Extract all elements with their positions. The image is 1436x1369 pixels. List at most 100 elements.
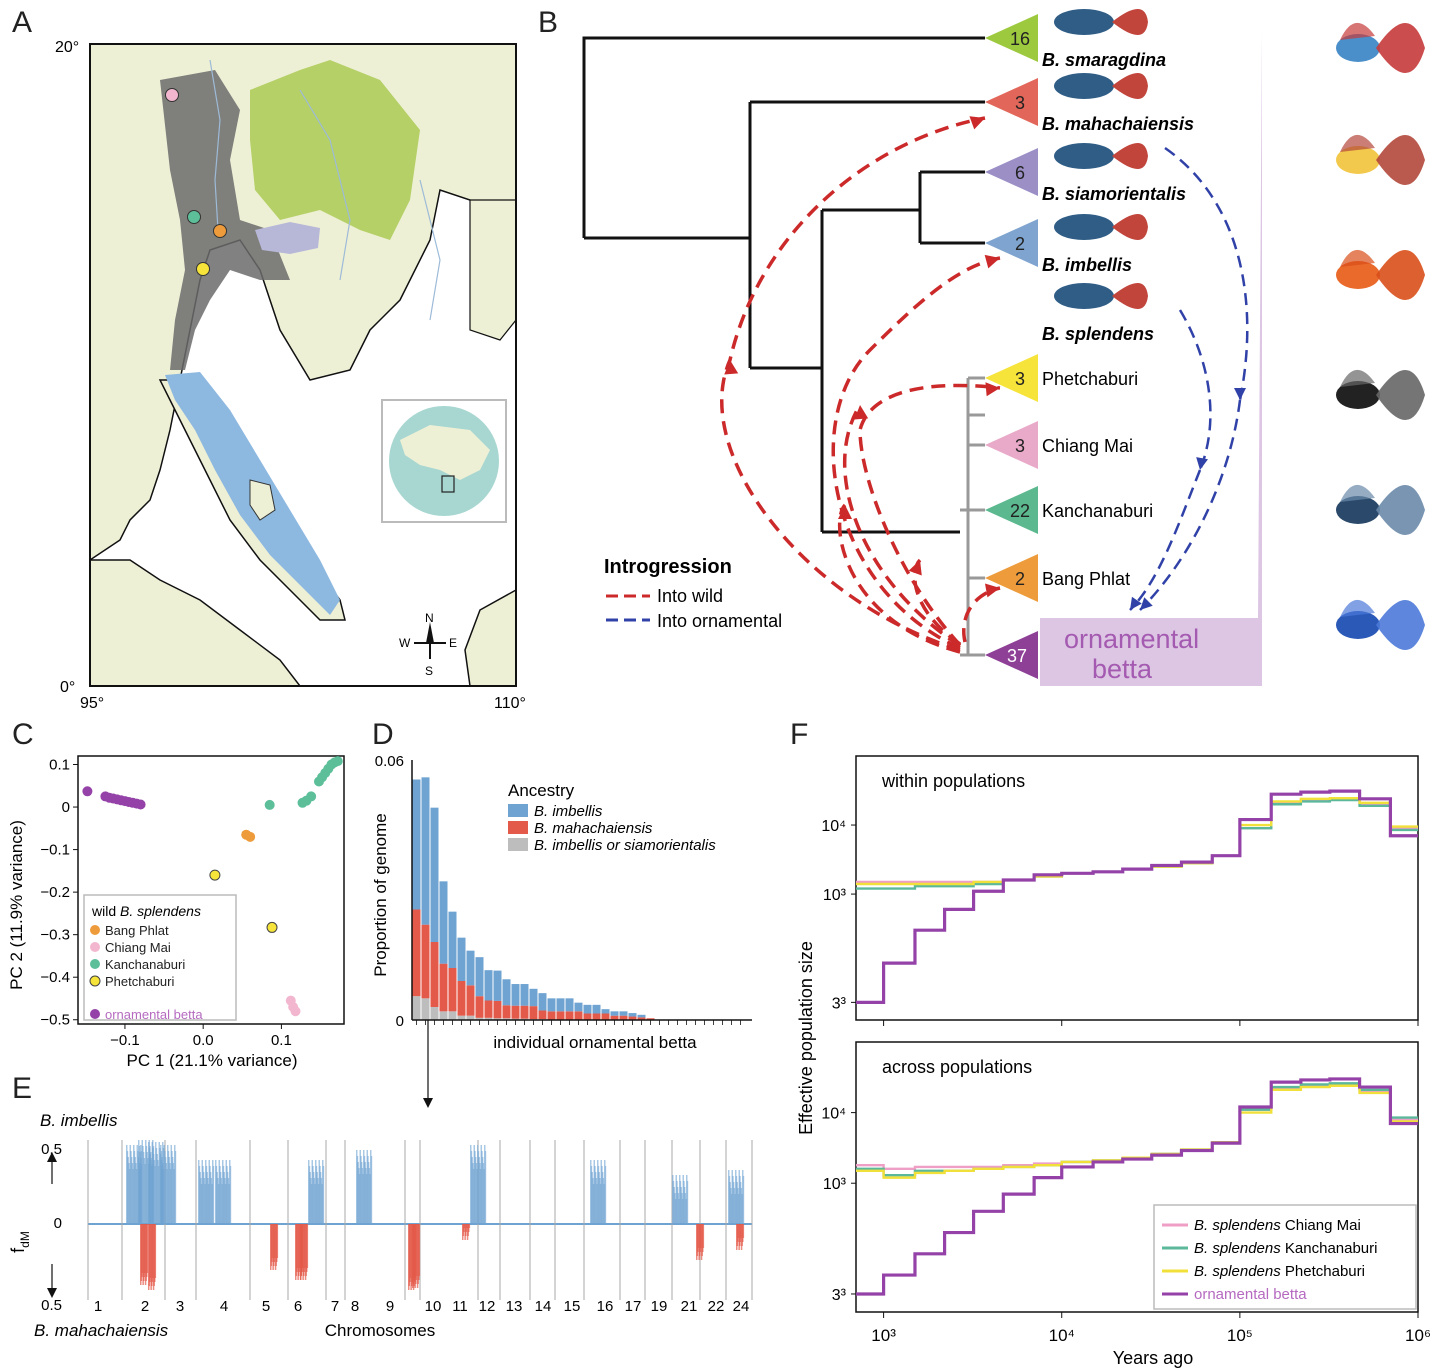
ne-ytick: 3³ (832, 995, 847, 1012)
taxon-count: 22 (1010, 501, 1030, 521)
ancestry-legend-label: B. mahachaiensis (534, 820, 653, 837)
ancestry-bar (448, 1011, 457, 1020)
ne-ytick: 10⁴ (821, 818, 846, 835)
panel-label-a: A (12, 6, 33, 39)
ancestry-bar (484, 970, 493, 1001)
ancestry-bar (412, 779, 421, 910)
ancestry-bar (538, 1010, 547, 1020)
pca-legend-label: Kanchanaburi (105, 957, 185, 972)
wild-arrowhead (985, 382, 1000, 397)
pca-legend: wild B. splendens Bang Phlat Chiang Mai Ka… (83, 894, 237, 1022)
ne-legend-label: B. splendens Kanchanaburi (1194, 1240, 1377, 1257)
pca-ylabel: PC 2 (11.9% variance) (7, 820, 26, 990)
ancestry-bar (448, 968, 457, 1012)
wild-arrow (858, 383, 1001, 647)
taxon-count: 3 (1015, 369, 1025, 389)
pca-point (290, 1006, 301, 1017)
pca-legend-label: Chiang Mai (105, 940, 171, 955)
ne-ytick: 10³ (823, 887, 847, 904)
globe-inset (381, 399, 507, 523)
ancestry-bar (619, 1015, 628, 1020)
pca-ytick: −0.2 (40, 884, 70, 901)
taxon-label: Chiang Mai (1042, 436, 1133, 456)
ne-panel: Effective population size Years ago with… (796, 755, 1431, 1368)
ne-top-subplot: within populations 10⁴ 10³ 3³ (821, 755, 1419, 1021)
fdm-chromosome-label: 16 (597, 1298, 614, 1315)
taxon-label: B. splendens (1042, 324, 1154, 344)
wild-arrowhead (908, 560, 922, 576)
ancestry-bar (475, 1017, 484, 1020)
fdm-chromosome-label: 9 (386, 1298, 394, 1315)
ancestry-bar (574, 1002, 583, 1012)
wild-arrow (962, 586, 1001, 643)
fdm-chromosome-label: 2 (141, 1298, 149, 1315)
ancestry-bar (430, 807, 439, 942)
ancestry-bar (637, 1014, 646, 1018)
map-frame: N S E W (89, 43, 517, 687)
ancestry-ylabel: Proportion of genome (371, 813, 390, 977)
ne-series-line (856, 1082, 1418, 1177)
pca-panel: PC 2 (11.9% variance) PC 1 (21.1% varian… (7, 755, 345, 1070)
pca-point (82, 786, 93, 797)
pca-legend-swatch (90, 1009, 100, 1019)
pca-ytick: −0.4 (40, 969, 70, 986)
ancestry-bar (475, 957, 484, 997)
pca-legend-swatch (89, 975, 101, 987)
ancestry-bar (619, 1011, 628, 1016)
panel-label-b: B (538, 6, 559, 39)
ancestry-bar (583, 1013, 592, 1020)
taxon-triangle (985, 219, 1038, 267)
fdm-chromosome-label: 21 (681, 1298, 698, 1315)
fdm-chromosome-label: 7 (331, 1298, 339, 1315)
ancestry-bar (529, 1006, 538, 1020)
wild-arrow (720, 116, 986, 652)
wild-arrowhead (984, 583, 1000, 598)
fdm-chromosome-label: 6 (294, 1298, 302, 1315)
ancestry-bar (493, 1018, 502, 1020)
ancestry-bar (646, 1018, 655, 1020)
taxon-triangle-ornamental (985, 631, 1038, 679)
siamorientalis-range (255, 222, 320, 254)
fdm-chromosome-label: 17 (625, 1298, 642, 1315)
map-lon-right: 110° (494, 695, 526, 710)
pca-ticks: −0.1 0.0 0.1 0.1 0 −0.1 −0.2 −0.3 −0.4 −0.5 (40, 757, 291, 1049)
ancestry-bar (601, 1009, 610, 1014)
ancestry-bar (466, 950, 475, 986)
site-chiang-mai (165, 88, 179, 102)
ne-frame (855, 1041, 1419, 1313)
site-phetchaburi (196, 262, 210, 276)
svg-text:N: N (425, 611, 434, 625)
fdm-signal (87, 1140, 753, 1300)
ne-series-line (856, 1077, 1418, 1296)
ancestry-legend-swatch (508, 838, 528, 851)
panel-label-c: C (12, 718, 34, 751)
taxon-count: 6 (1015, 163, 1025, 183)
pca-points (82, 756, 343, 1017)
ne-bottom-subplot: across populations 10⁴ 10³ 3³ (821, 1041, 1419, 1313)
ancestry-legend-title: Ancestry (508, 781, 575, 800)
taxon-count: 37 (1007, 646, 1027, 666)
ancestry-legend-label: B. imbellis or siamorientalis (534, 837, 716, 854)
fdm-chromosome-label: 19 (651, 1298, 668, 1315)
ne-series-line (856, 1083, 1418, 1171)
ornamental-arrowhead (1234, 388, 1246, 400)
map-lat-top: 20° (55, 39, 79, 56)
ancestry-bar (574, 1011, 583, 1020)
tree-branches (582, 36, 985, 534)
wild-arrowhead (854, 405, 869, 420)
svg-text:W: W (399, 636, 411, 650)
pca-xtick: −0.1 (110, 1032, 140, 1049)
ne-series-line (856, 798, 1418, 890)
taxa-group: 16 B. smaragdina 3 B. mahachaiensis 6 B. siam… (985, 9, 1194, 679)
ancestry-bar (439, 881, 448, 964)
ancestry-legend-swatch (508, 821, 528, 834)
fish-photo (1336, 381, 1380, 409)
legend-into-ornamental: Into ornamental (657, 611, 782, 631)
ancestry-bar (565, 998, 574, 1012)
ancestry-bar (457, 937, 466, 981)
ornamental-label-line1: ornamental (1064, 624, 1199, 654)
pca-ytick: −0.1 (40, 842, 70, 859)
fdm-xlabel: Chromosomes (325, 1321, 436, 1340)
ancestry-bar (484, 1017, 493, 1020)
pca-frame (77, 755, 345, 1025)
